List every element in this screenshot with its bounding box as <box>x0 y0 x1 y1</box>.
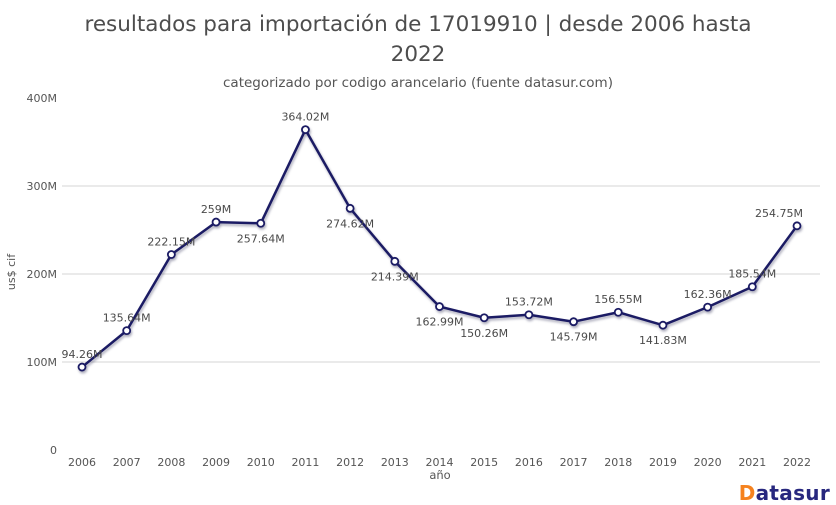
x-tick-2020: 2020 <box>694 456 722 469</box>
point-label-2015: 150.26M <box>460 327 508 340</box>
data-point-2007[interactable] <box>122 326 132 336</box>
point-label-2007: 135.64M <box>103 312 151 325</box>
x-tick-2017: 2017 <box>560 456 588 469</box>
point-label-2010: 257.64M <box>237 232 285 245</box>
x-tick-2009: 2009 <box>202 456 230 469</box>
data-point-2020[interactable] <box>703 302 713 312</box>
x-tick-2014: 2014 <box>426 456 454 469</box>
y-tick-100M: 100M <box>27 356 58 369</box>
data-point-2011[interactable] <box>301 125 310 135</box>
data-point-2008[interactable] <box>166 250 176 259</box>
x-tick-2022: 2022 <box>783 456 811 469</box>
chart-subtitle: categorizado por codigo arancelario (fue… <box>223 75 613 91</box>
point-label-2014: 162.99M <box>416 316 464 329</box>
series-us-cif <box>77 125 802 372</box>
x-axis-label: año <box>429 468 450 482</box>
point-label-2016: 153.72M <box>505 296 553 309</box>
x-tick-2015: 2015 <box>470 456 498 469</box>
data-point-2021[interactable] <box>747 282 757 292</box>
chart-title: resultados para importación de 17019910 … <box>18 10 818 70</box>
x-tick-2013: 2013 <box>381 456 409 469</box>
x-tick-2007: 2007 <box>113 456 141 469</box>
x-tick-2016: 2016 <box>515 456 543 469</box>
y-tick-200M: 200M <box>27 268 58 281</box>
datasur-logo: Datasur <box>739 481 830 505</box>
point-label-2009: 259M <box>201 203 232 216</box>
point-label-2013: 214.39M <box>371 270 419 283</box>
x-tick-2021: 2021 <box>738 456 766 469</box>
point-label-2019: 141.83M <box>639 334 687 347</box>
x-tick-2006: 2006 <box>68 456 96 469</box>
x-tick-2010: 2010 <box>247 456 275 469</box>
data-point-2015[interactable] <box>479 313 489 323</box>
data-point-2012[interactable] <box>345 203 355 213</box>
point-label-2017: 145.79M <box>550 331 598 344</box>
data-point-2010[interactable] <box>256 218 266 228</box>
data-point-2006[interactable] <box>77 362 87 372</box>
point-label-2011: 364.02M <box>281 111 329 124</box>
data-point-2022[interactable] <box>792 221 802 231</box>
data-point-2014[interactable] <box>435 302 444 311</box>
point-label-2006: 94.26M <box>62 348 103 361</box>
x-tick-2018: 2018 <box>604 456 632 469</box>
point-label-2021: 185.54M <box>728 268 776 281</box>
point-label-2022: 254.75M <box>755 207 803 220</box>
y-tick-300M: 300M <box>27 180 58 193</box>
data-point-2017[interactable] <box>569 317 578 327</box>
y-tick-400M: 400M <box>27 92 58 105</box>
point-label-2020: 162.36M <box>684 288 732 301</box>
point-label-2012: 274.62M <box>326 217 374 230</box>
datasur-logo-text: atasur <box>755 481 830 505</box>
y-tick-0: 0 <box>50 444 57 457</box>
chart-title-line2: 2022 <box>390 42 446 68</box>
chart-title-line1: resultados para importación de 17019910 … <box>84 12 752 37</box>
y-axis-label: us$ cif <box>5 253 18 290</box>
x-tick-2012: 2012 <box>336 456 364 469</box>
data-point-2009[interactable] <box>211 217 221 227</box>
data-point-2013[interactable] <box>390 256 400 266</box>
point-label-2008: 222.15M <box>147 236 195 249</box>
data-point-2019[interactable] <box>658 320 668 330</box>
datasur-logo-letter-d: D <box>738 481 756 505</box>
x-tick-2019: 2019 <box>649 456 677 469</box>
data-point-2016[interactable] <box>524 310 534 320</box>
x-tick-2011: 2011 <box>291 456 319 469</box>
data-point-2018[interactable] <box>613 307 623 317</box>
point-label-2018: 156.55M <box>594 293 642 306</box>
x-tick-2008: 2008 <box>157 456 185 469</box>
